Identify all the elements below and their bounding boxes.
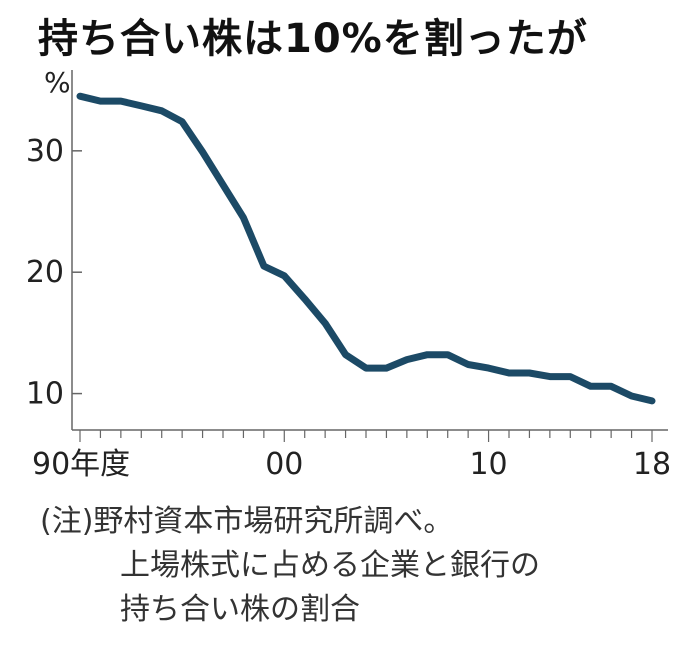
note-line-1: (注)野村資本市場研究所調べ。 bbox=[40, 504, 454, 539]
y-axis-unit: % bbox=[44, 66, 71, 99]
plot-area bbox=[76, 92, 656, 405]
x-tick-label: 18 bbox=[633, 447, 671, 482]
x-tick-label: 90年度 bbox=[32, 447, 130, 482]
x-tick-label: 10 bbox=[469, 447, 507, 482]
source-note: (注)野村資本市場研究所調べ。 上場株式に占める企業と銀行の 持ち合い株の割合 bbox=[40, 500, 540, 632]
series-line bbox=[76, 92, 656, 405]
note-line-2: 上場株式に占める企業と銀行の bbox=[120, 548, 540, 583]
y-tick-label: 30 bbox=[26, 134, 64, 169]
x-tick-label: 00 bbox=[265, 447, 303, 482]
chart-axes: % 10 20 30 90年度 00 10 18 bbox=[26, 66, 671, 482]
chart-title: 持ち合い株は10%を割ったが bbox=[38, 16, 588, 62]
note-line-3: 持ち合い株の割合 bbox=[120, 592, 360, 627]
y-tick-label: 20 bbox=[26, 255, 64, 290]
y-tick-label: 10 bbox=[26, 377, 64, 412]
